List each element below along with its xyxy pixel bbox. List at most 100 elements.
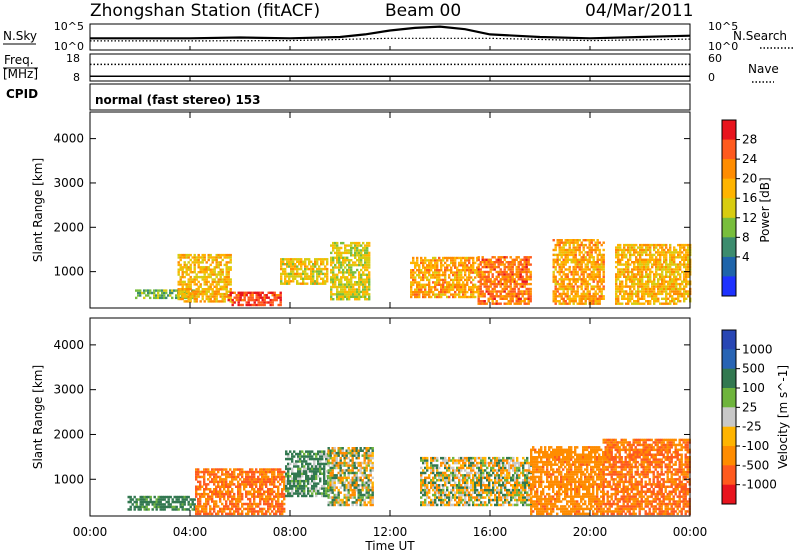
heatmap-cell: [354, 276, 357, 279]
heatmap-cell: [430, 290, 433, 294]
heatmap-cell: [515, 295, 518, 298]
heatmap-cell: [357, 454, 360, 457]
heatmap-cell: [556, 295, 559, 298]
heatmap-cell: [297, 479, 300, 483]
heatmap-cell: [503, 258, 506, 261]
heatmap-cell: [311, 455, 314, 458]
heatmap-cell: [343, 493, 346, 497]
heatmap-cell: [231, 502, 234, 506]
heatmap-cell: [519, 261, 522, 264]
heatmap-cell: [343, 481, 346, 484]
heatmap-cell: [332, 298, 335, 301]
heatmap-cell: [458, 271, 461, 274]
heatmap-cell: [673, 280, 676, 283]
heatmap-cell: [307, 475, 310, 478]
heatmap-cell: [659, 292, 662, 296]
heatmap-cell: [679, 251, 682, 254]
heatmap-cell: [333, 503, 336, 507]
heatmap-cell: [348, 263, 351, 267]
heatmap-cell: [556, 256, 559, 259]
heatmap-cell: [566, 278, 569, 281]
heatmap-cell: [371, 484, 374, 487]
heatmap-cell: [183, 500, 186, 504]
heatmap-cell: [275, 495, 278, 498]
heatmap-cell: [635, 248, 638, 252]
heatmap-cell: [259, 301, 262, 304]
heatmap-cell: [454, 481, 457, 484]
heatmap-cell: [665, 287, 668, 291]
heatmap-cell: [297, 489, 300, 493]
heatmap-cell: [305, 477, 308, 480]
heatmap-cell: [436, 278, 439, 282]
heatmap-cell: [259, 483, 262, 486]
heatmap-cell: [673, 258, 676, 261]
heatmap-cell: [207, 478, 210, 481]
heatmap-cell: [223, 505, 226, 508]
heatmap-cell: [430, 481, 433, 484]
heatmap-cell: [334, 241, 337, 245]
heatmap-cell: [259, 500, 262, 503]
heatmap-cell: [319, 457, 322, 461]
heatmap-cell: [221, 280, 224, 284]
heatmap-cell: [586, 253, 589, 257]
heatmap-cell: [257, 294, 260, 297]
heatmap-cell: [215, 275, 218, 279]
heatmap-cell: [280, 280, 283, 283]
heatmap-cell: [665, 280, 668, 283]
heatmap-cell: [348, 281, 351, 284]
heatmap-cell: [342, 263, 345, 267]
heatmap-cell: [257, 510, 260, 513]
heatmap-cell: [452, 486, 455, 489]
heatmap-cell: [201, 470, 204, 474]
heatmap-cell: [489, 285, 492, 288]
heatmap-cell: [493, 278, 496, 281]
heatmap-cell: [517, 270, 520, 274]
heatmap-cell: [592, 297, 595, 300]
heatmap-cell: [348, 244, 351, 247]
heatmap-cell: [655, 265, 658, 269]
heatmap-cell: [183, 498, 186, 501]
heatmap-cell: [303, 467, 306, 471]
heatmap-cell: [363, 501, 366, 504]
heatmap-cell: [602, 261, 605, 264]
heatmap-cell: [633, 273, 636, 276]
heatmap-cell: [466, 278, 469, 282]
heatmap-cell: [265, 485, 268, 488]
heatmap-cell: [503, 297, 506, 300]
heatmap-cell: [294, 267, 297, 271]
heatmap-cell: [292, 260, 295, 263]
heatmap-cell: [179, 268, 182, 271]
heatmap-cell: [239, 483, 242, 486]
heatmap-cell: [345, 503, 348, 507]
heatmap-cell: [424, 459, 427, 462]
heatmap-cell: [177, 271, 180, 274]
heatmap-cell: [600, 263, 603, 266]
heatmap-cell: [641, 290, 644, 293]
heatmap-cell: [645, 270, 648, 274]
heatmap-cell: [645, 243, 648, 247]
heatmap-cell: [165, 500, 168, 504]
heatmap-cell: [511, 290, 514, 293]
heatmap-cell: [265, 475, 268, 479]
heatmap-cell: [199, 275, 202, 279]
heatmap-cell: [227, 495, 230, 498]
heatmap-cell: [554, 246, 557, 249]
heatmap-cell: [659, 263, 662, 266]
heatmap-cell: [348, 288, 351, 291]
heatmap-cell: [359, 464, 362, 467]
heatmap-cell: [653, 280, 656, 283]
heatmap-cell: [203, 275, 206, 279]
heatmap-cell: [481, 302, 484, 305]
heatmap-cell: [289, 484, 292, 488]
heatmap-cell: [227, 280, 230, 284]
heatmap-cell: [428, 286, 431, 289]
heatmap-cell: [229, 253, 232, 257]
heatmap-cell: [641, 263, 644, 266]
heatmap-cell: [225, 290, 228, 293]
heatmap-cell: [566, 239, 569, 242]
heatmap-cell: [485, 302, 488, 305]
heatmap-cell: [450, 261, 453, 265]
heatmap-cell: [661, 265, 664, 269]
heatmap-cell: [253, 512, 256, 516]
